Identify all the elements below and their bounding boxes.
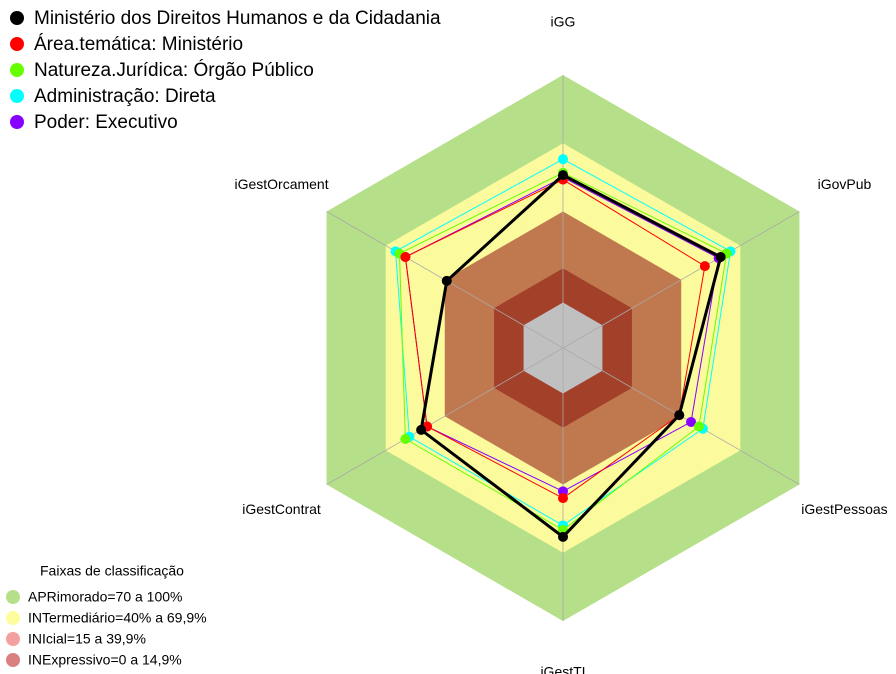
legend-marker: [10, 89, 24, 103]
band-legend-label: APRimorado=70 a 100%: [28, 589, 183, 605]
series-point: [400, 434, 411, 444]
spoke: [326, 347, 564, 485]
series-point: [558, 154, 568, 165]
axis-label: iGestPessoas: [801, 501, 887, 517]
band-legend-label: INIcial=15 a 39,9%: [28, 631, 146, 647]
series-point: [400, 252, 411, 262]
series-point: [715, 252, 726, 262]
series-point: [416, 424, 427, 435]
axis-label: iGG: [551, 14, 576, 30]
series-point: [558, 531, 568, 542]
axis-label: iGovPub: [818, 176, 872, 192]
legend-marker: [10, 63, 24, 77]
band-legend-label: INExpressivo=0 a 14,9%: [28, 652, 182, 668]
axis-label: iGestContrat: [242, 501, 321, 517]
legend-label: Administração: Direta: [34, 86, 216, 107]
series-point: [693, 421, 704, 432]
series-point: [558, 170, 568, 181]
legend-label: Área.temática: Ministério: [34, 34, 243, 55]
legend-label: Natureza.Jurídica: Órgão Público: [34, 59, 314, 81]
band-legend-label: INTermediário=40% a 69,9%: [28, 610, 207, 626]
series-point: [686, 416, 697, 427]
series-point: [441, 275, 452, 286]
bands-legend-title: Faixas de classificação: [40, 563, 184, 579]
series-point: [558, 493, 568, 504]
axis-label: iGestTI: [540, 664, 585, 674]
legend-label: Poder: Executivo: [34, 112, 178, 133]
legend-marker: [10, 11, 24, 25]
legend-label: Ministério dos Direitos Humanos e da Cid…: [34, 8, 441, 29]
legend-marker: [10, 37, 24, 51]
legend-marker: [10, 115, 24, 129]
band-legend-marker: [6, 632, 20, 646]
series-point: [674, 410, 685, 421]
series-point: [699, 261, 710, 272]
band-legend-marker: [6, 590, 20, 604]
band-legend-marker: [6, 611, 20, 625]
axis-label: iGestOrcament: [234, 176, 328, 192]
spoke: [562, 211, 800, 349]
band-legend-marker: [6, 653, 20, 667]
